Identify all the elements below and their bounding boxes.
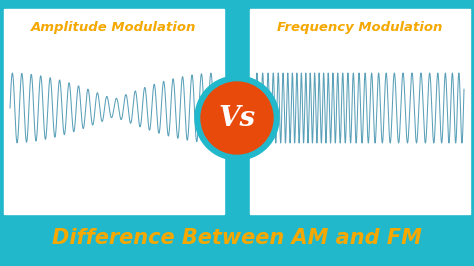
Bar [4,9,224,214]
Text: Difference Between AM and FM: Difference Between AM and FM [52,228,422,248]
Circle shape [195,76,279,160]
Text: Amplitude Modulation: Amplitude Modulation [31,22,197,35]
Bar [230,9,244,214]
Text: Vs: Vs [219,105,255,131]
Bar [250,9,470,214]
Circle shape [201,82,273,154]
Text: Frequency Modulation: Frequency Modulation [277,22,443,35]
